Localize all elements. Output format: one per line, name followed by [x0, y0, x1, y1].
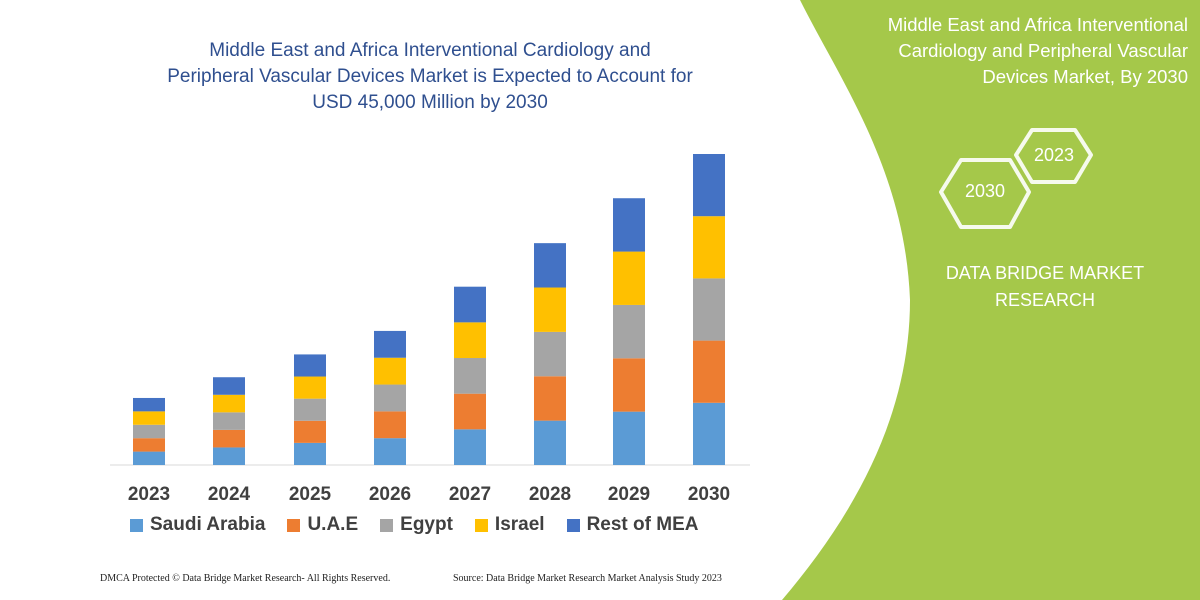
bar-segment-2028-saudi-arabia — [534, 420, 566, 465]
bar-segment-2024-israel — [213, 394, 245, 413]
legend-swatch — [380, 518, 394, 532]
green-panel — [782, 0, 1200, 600]
footer-copyright: DMCA Protected © Data Bridge Market Rese… — [100, 573, 391, 584]
bar-segment-2023-egypt — [133, 424, 165, 439]
bar-segment-2028-rest-of-mea — [534, 243, 566, 288]
panel-title-line: Middle East and Africa Interventional — [887, 14, 1188, 35]
legend-label: Rest of MEA — [586, 514, 699, 535]
chart-title-line: Middle East and Africa Interventional Ca… — [209, 40, 651, 61]
bar-segment-2030-egypt — [693, 278, 725, 341]
x-tick-label: 2030 — [687, 484, 731, 505]
legend-item-saudi-arabia: Saudi Arabia — [130, 514, 265, 536]
legend-swatch — [474, 518, 488, 532]
chart-title-line: Peripheral Vascular Devices Market is Ex… — [167, 66, 693, 87]
bar-segment-2026-u-a-e — [374, 411, 406, 439]
legend-label: Israel — [494, 514, 545, 535]
bar-segment-2030-israel — [693, 216, 725, 279]
bar-segment-2028-u-a-e — [534, 376, 566, 421]
bar-segment-2023-saudi-arabia — [133, 451, 165, 465]
bar-segment-2026-saudi-arabia — [374, 438, 406, 465]
bar-segment-2027-rest-of-mea — [454, 286, 486, 323]
x-tick-label: 2028 — [528, 484, 572, 505]
hex-label-2023: 2023 — [1033, 145, 1075, 165]
bar-segment-2023-rest-of-mea — [133, 397, 165, 412]
legend: Saudi Arabia U.A.E Egypt Israel Rest of … — [130, 514, 698, 536]
brand-line: RESEARCH — [994, 290, 1096, 310]
legend-label: Saudi Arabia — [150, 514, 266, 535]
legend-item-uae: U.A.E — [287, 514, 358, 536]
x-tick-label: 2029 — [607, 484, 651, 505]
bar-segment-2025-egypt — [294, 398, 326, 421]
panel-title-line: Cardiology and Peripheral Vascular — [898, 40, 1188, 61]
bar-segment-2026-israel — [374, 357, 406, 385]
bar-segment-2024-rest-of-mea — [213, 377, 245, 395]
x-tick-label: 2026 — [368, 484, 412, 505]
x-tick-label: 2023 — [127, 484, 171, 505]
hex-2023-icon — [1014, 128, 1093, 184]
bar-segment-2030-rest-of-mea — [693, 154, 725, 217]
bar-segment-2026-egypt — [374, 384, 406, 412]
x-tick-label: 2025 — [288, 484, 332, 505]
legend-label: Egypt — [400, 514, 453, 535]
bar-segment-2023-israel — [133, 411, 165, 425]
x-tick-label: 2027 — [448, 484, 492, 505]
bar-segment-2025-saudi-arabia — [294, 442, 326, 465]
panel-title-line: Devices Market, By 2030 — [982, 66, 1188, 87]
brand-line: DATA BRIDGE MARKET — [945, 263, 1145, 283]
bar-segment-2027-egypt — [454, 358, 486, 394]
bar-segment-2030-u-a-e — [693, 340, 725, 403]
hex-label-2030: 2030 — [964, 181, 1006, 201]
bar-segment-2025-u-a-e — [294, 420, 326, 443]
bar-segment-2029-u-a-e — [613, 358, 645, 412]
legend-item-rest-of-mea: Rest of MEA — [566, 514, 699, 536]
bar-segment-2026-rest-of-mea — [374, 330, 406, 358]
bar-segment-2027-saudi-arabia — [454, 429, 486, 465]
bar-segment-2029-egypt — [613, 304, 645, 359]
panel-title: Middle East and Africa Interventional Ca… — [828, 12, 1188, 90]
legend-item-egypt: Egypt — [380, 514, 453, 536]
bar-segment-2029-saudi-arabia — [613, 411, 645, 465]
hex-2030-icon — [939, 158, 1031, 229]
bar-segment-2024-saudi-arabia — [213, 447, 245, 465]
legend-label: U.A.E — [307, 514, 359, 535]
bar-segment-2028-israel — [534, 287, 566, 332]
bar-segment-2028-egypt — [534, 331, 566, 377]
bar-segment-2025-israel — [294, 376, 326, 399]
brand-name: DATA BRIDGE MARKET RESEARCH — [930, 260, 1160, 314]
bar-segment-2025-rest-of-mea — [294, 354, 326, 377]
legend-swatch — [130, 518, 143, 532]
bar-segment-2024-u-a-e — [213, 429, 245, 448]
bar-segment-2030-saudi-arabia — [693, 402, 725, 465]
bar-segment-2023-u-a-e — [133, 438, 165, 452]
bar-segment-2027-israel — [454, 322, 486, 359]
bar-segment-2029-israel — [613, 251, 645, 305]
bar-segment-2027-u-a-e — [454, 393, 486, 430]
footer-source: Source: Data Bridge Market Research Mark… — [453, 573, 722, 584]
chart-title-line: USD 45,000 Million by 2030 — [312, 92, 548, 113]
bar-segment-2024-egypt — [213, 412, 245, 430]
chart-title: Middle East and Africa Interventional Ca… — [110, 38, 750, 116]
legend-swatch — [566, 518, 580, 532]
legend-item-israel: Israel — [474, 514, 545, 536]
x-tick-label: 2024 — [207, 484, 251, 505]
legend-swatch — [287, 518, 301, 532]
bar-segment-2029-rest-of-mea — [613, 198, 645, 252]
